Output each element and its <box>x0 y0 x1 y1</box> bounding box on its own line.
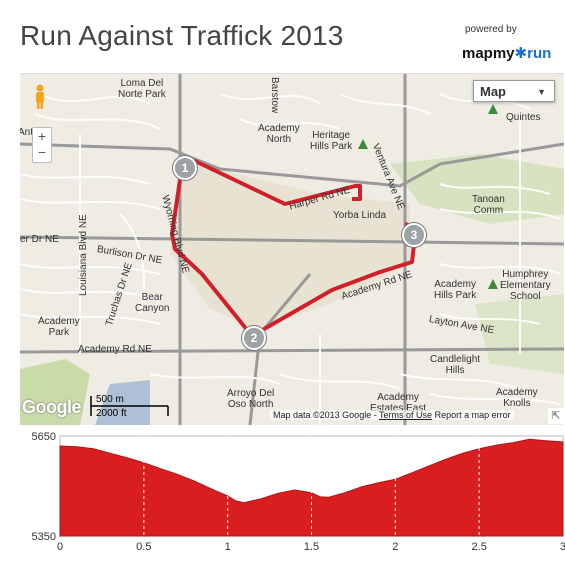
map-label-academy-rd-ne: Academy Rd NE <box>78 344 152 355</box>
map-canvas <box>20 74 564 425</box>
x-tick-label: 2 <box>392 541 398 553</box>
map-label-humphrey: Humphrey Elementary School <box>500 269 551 302</box>
pegman-icon[interactable] <box>35 84 45 110</box>
mapmyrun-logo[interactable]: mapmy✱run <box>462 44 551 62</box>
map-label-academy-estates: Academy Estates East <box>370 392 427 414</box>
map-label-academy-north: Academy North <box>258 123 300 145</box>
route-marker-2[interactable]: 2 <box>242 326 266 350</box>
chevron-down-icon: ▼ <box>537 87 546 97</box>
x-tick-label: 0 <box>57 541 63 553</box>
page-title: Run Against Traffick 2013 <box>20 20 344 51</box>
route-marker-1[interactable]: 1 <box>173 156 197 180</box>
map-type-select[interactable]: Map ▼ <box>473 80 555 102</box>
map-attribution: Map data ©2013 Google - Terms of Use Rep… <box>270 410 514 420</box>
map-label-louisiana: Louisiana Blvd NE <box>78 214 89 296</box>
x-tick-label: 1 <box>225 541 231 553</box>
x-tick-label: 0.5 <box>136 541 151 553</box>
map-label-quintes: Quintes <box>506 112 541 123</box>
map-label-barstow: Barstow <box>269 77 280 114</box>
map-label-heritage: Heritage Hills Park <box>310 130 353 152</box>
runner-icon: ✱ <box>514 45 528 62</box>
map-label-er-dr: er Dr NE <box>20 234 59 245</box>
map-label-academy-hills: Academy Hills Park <box>434 279 477 301</box>
map-label-tanoan: Tanoan Comm <box>472 194 505 216</box>
elevation-chart: 0 0.5 1 1.5 2 2.5 3 5650 5350 <box>0 430 565 570</box>
elevation-area <box>59 438 564 537</box>
map-label-academy-knolls: Academy Knolls <box>496 387 538 409</box>
zoom-out-button[interactable]: − <box>37 144 47 160</box>
brand-prefix: mapmy <box>462 45 515 62</box>
report-error-link[interactable]: Report a map error <box>434 410 511 420</box>
elevation-svg: 0 0.5 1 1.5 2 2.5 3 5650 5350 <box>32 431 565 553</box>
x-tick-label: 2.5 <box>472 541 487 553</box>
scale-meters: 500 m <box>96 394 124 405</box>
map-label-arroyo: Arroyo Del Oso North <box>227 388 275 410</box>
expand-icon[interactable]: ⇱ <box>548 408 564 424</box>
attribution-text: Map data ©2013 Google <box>273 410 372 420</box>
map-label-bear: Bear Canyon <box>135 292 170 314</box>
map-label-anto: Anto <box>20 127 39 138</box>
scale-feet: 2000 ft <box>96 408 127 419</box>
map-label-academy-park: Academy Park <box>38 316 80 338</box>
terms-of-use-link[interactable]: Terms of Use <box>379 410 433 420</box>
route-marker-3[interactable]: 3 <box>402 223 426 247</box>
x-tick-label: 3 <box>560 541 565 553</box>
y-tick-label-max: 5650 <box>32 431 56 443</box>
google-logo[interactable]: Google <box>22 397 82 417</box>
map-type-label: Map <box>480 84 506 99</box>
brand-suffix: run <box>527 45 552 62</box>
map-label-yorba: Yorba Linda <box>333 210 387 221</box>
route-map[interactable]: Loma Del Norte Park Barstow Academy North … <box>20 73 564 425</box>
powered-by-label: powered by <box>465 24 517 35</box>
map-label-loma: Loma Del Norte Park <box>118 78 166 100</box>
x-tick-label: 1.5 <box>304 541 319 553</box>
zoom-control: + − <box>32 127 52 163</box>
y-tick-label-min: 5350 <box>32 531 56 543</box>
map-label-candlelight: Candlelight Hills <box>430 354 481 376</box>
zoom-in-button[interactable]: + <box>37 128 47 144</box>
